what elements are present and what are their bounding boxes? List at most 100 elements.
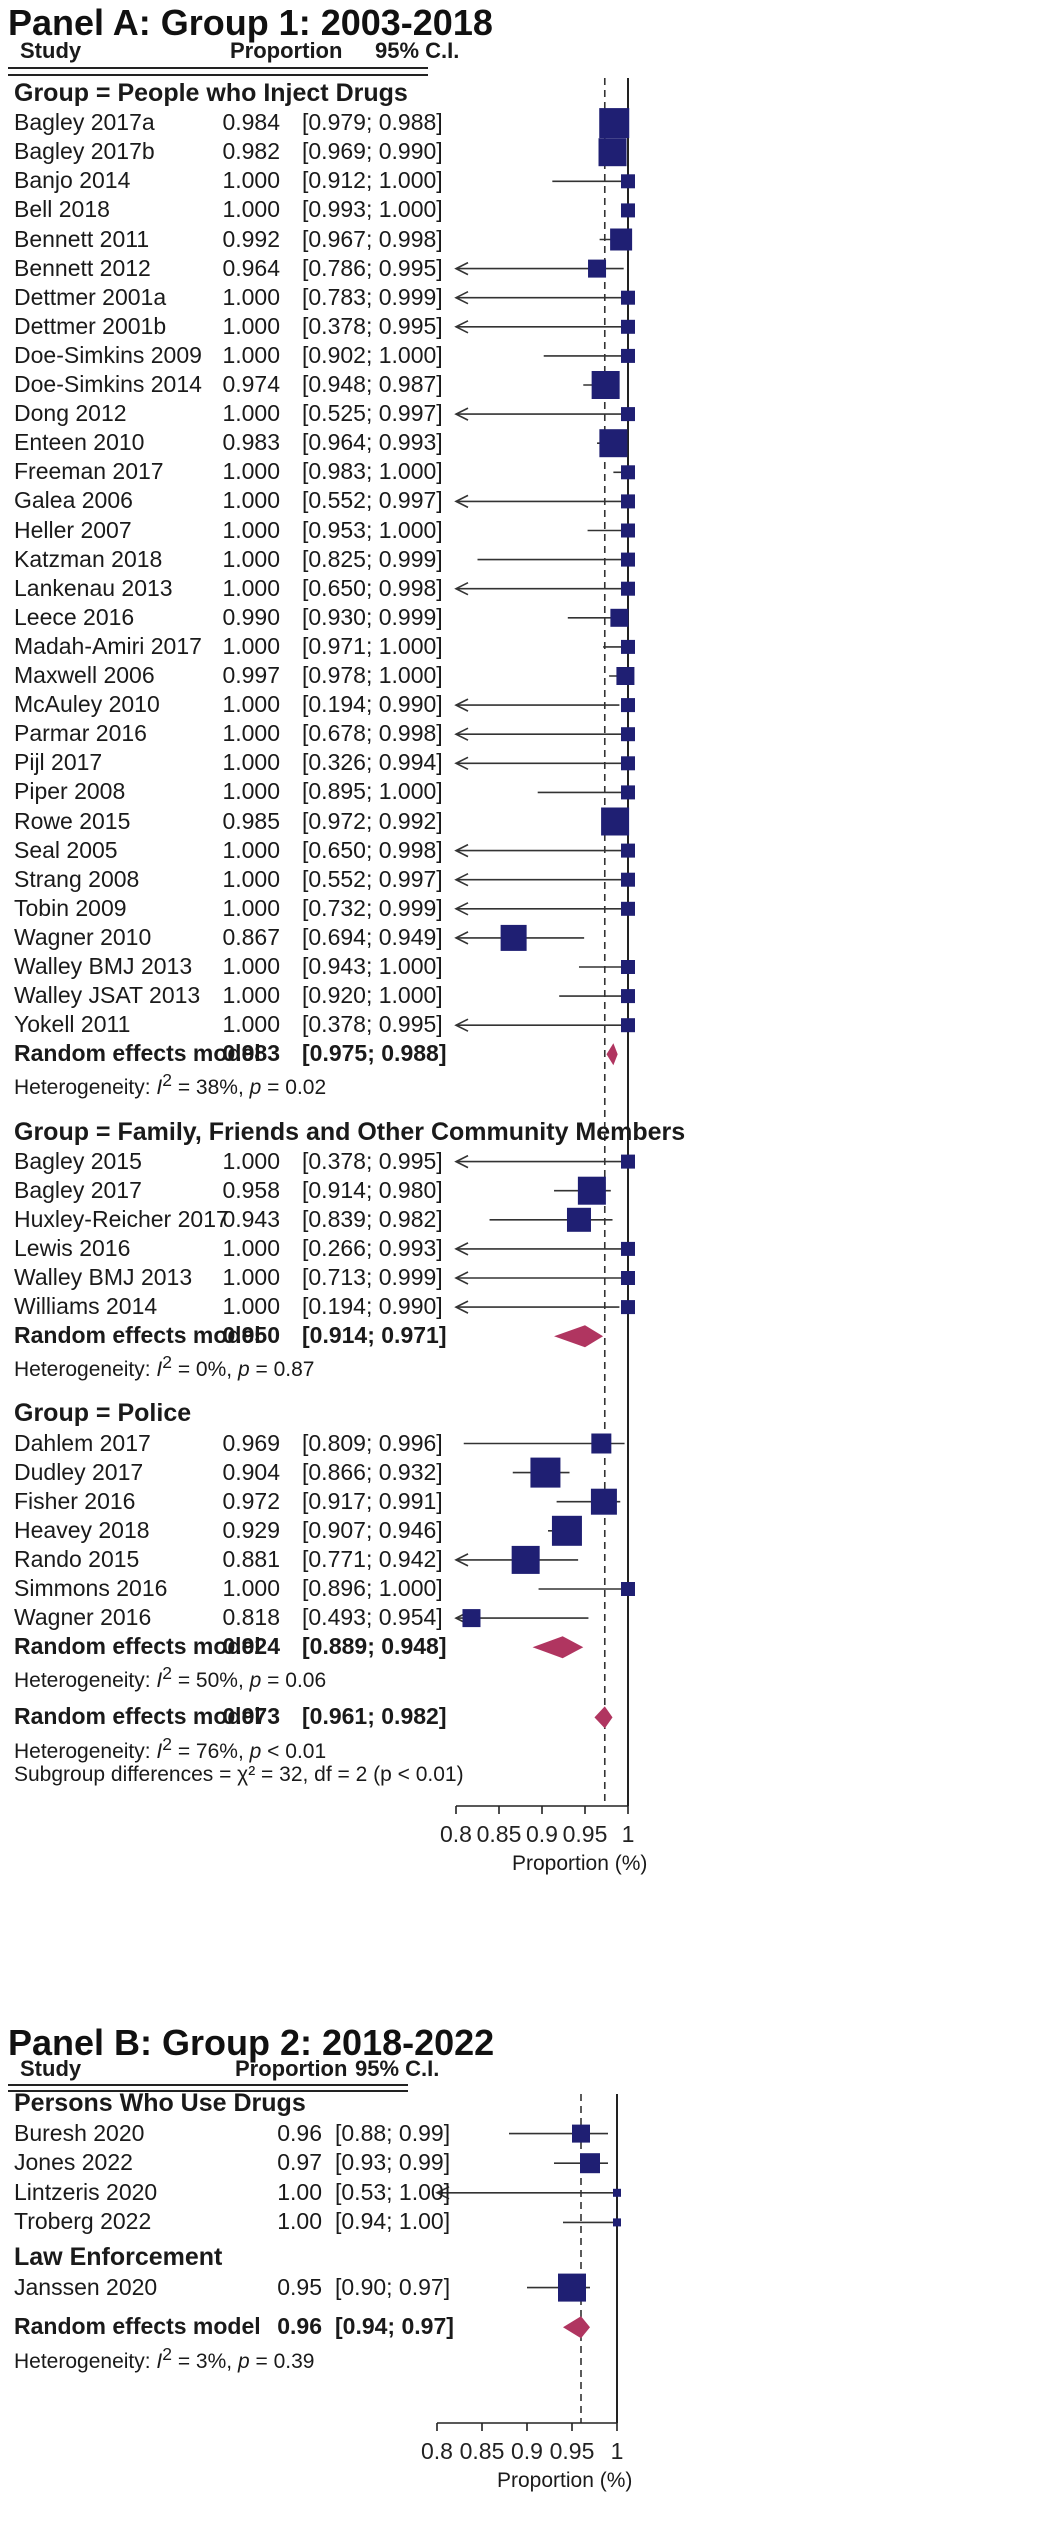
group-heading: Group = Police — [14, 1399, 192, 1428]
ci-arrow — [454, 698, 469, 712]
study-box — [558, 2273, 586, 2302]
study-box — [601, 807, 630, 836]
ci-arrow — [454, 1300, 469, 1314]
model-diamond — [532, 1636, 584, 1659]
study-name: Enteen 2010 — [14, 429, 145, 456]
study-estimate: 1.000 — [222, 632, 280, 659]
study-estimate: 1.000 — [222, 1011, 280, 1038]
study-box — [621, 348, 635, 363]
study-estimate: 0.943 — [222, 1205, 280, 1232]
study-ci: [0.896; 1.000] — [302, 1575, 443, 1601]
study-name: Bennett 2012 — [14, 254, 151, 281]
header-rule-bottom — [8, 74, 428, 76]
study-name: Jones 2022 — [14, 2149, 133, 2176]
study-name: Madah-Amiri 2017 — [14, 632, 202, 659]
study-box — [621, 1241, 635, 1256]
study-estimate: 1.00 — [277, 2178, 322, 2205]
study-box — [621, 639, 635, 654]
x-axis-label: Proportion (%) — [512, 1852, 648, 1875]
panel-title: Panel A: Group 1: 2003-2018 — [8, 2, 493, 43]
x-tick-label: 1 — [622, 1821, 635, 1847]
study-box — [621, 523, 635, 538]
study-box — [621, 174, 635, 189]
study-ci: [0.493; 0.954] — [302, 1604, 443, 1631]
study-name: Fisher 2016 — [14, 1487, 136, 1514]
model-estimate: 0.950 — [222, 1322, 280, 1349]
x-tick-label: 0.95 — [563, 1821, 608, 1847]
study-ci: [0.378; 0.995] — [302, 1011, 443, 1038]
study-ci: [0.94; 1.00] — [335, 2208, 451, 2235]
study-box — [462, 1609, 481, 1628]
model-diamond — [594, 1706, 613, 1729]
col-header-proportion: Proportion — [230, 38, 343, 63]
study-ci: [0.825; 0.999] — [302, 545, 443, 572]
study-ci: [0.912; 1.000] — [302, 167, 443, 194]
study-estimate: 0.972 — [222, 1487, 280, 1514]
study-name: Lintzeris 2020 — [14, 2178, 158, 2205]
study-ci: [0.964; 0.993] — [302, 429, 443, 456]
study-ci: [0.783; 0.999] — [302, 283, 443, 310]
study-estimate: 0.96 — [277, 2119, 322, 2146]
study-box — [621, 494, 635, 509]
study-estimate: 1.000 — [222, 341, 280, 368]
study-ci: [0.194; 0.990] — [302, 691, 443, 718]
study-box — [613, 2188, 621, 2197]
col-header-study: Study — [20, 38, 82, 63]
study-ci: [0.650; 0.998] — [302, 574, 443, 601]
header-rule-bottom — [8, 2090, 408, 2092]
study-ci: [0.969; 0.990] — [302, 138, 443, 165]
study-box — [621, 407, 635, 422]
study-ci: [0.93; 0.99] — [335, 2149, 451, 2176]
study-name: Banjo 2014 — [14, 167, 131, 194]
study-ci: [0.895; 1.000] — [302, 778, 443, 805]
x-tick-label: 0.8 — [421, 2438, 453, 2464]
study-box — [572, 2124, 590, 2143]
study-ci: [0.552; 0.997] — [302, 487, 443, 514]
col-header-study: Study — [20, 2056, 82, 2081]
study-estimate: 1.000 — [222, 283, 280, 310]
study-name: Tobin 2009 — [14, 894, 127, 921]
study-box — [621, 698, 635, 713]
model-ci: [0.889; 0.948] — [302, 1633, 447, 1660]
het-pvalue: = 0.39 — [249, 2349, 315, 2373]
study-ci: [0.378; 0.995] — [302, 312, 443, 339]
study-estimate: 1.000 — [222, 574, 280, 601]
forest-plot: 0.8 0.85 0.9 0.95 1 — [421, 2094, 623, 2464]
study-name: McAuley 2010 — [14, 691, 160, 718]
study-ci: [0.914; 0.980] — [302, 1176, 443, 1203]
study-box — [621, 203, 635, 218]
het-p: p — [237, 1358, 250, 1382]
study-name: Rando 2015 — [14, 1545, 140, 1572]
ci-arrow — [454, 931, 469, 945]
study-box — [616, 667, 635, 685]
study-box — [599, 108, 630, 139]
het-prefix: Heterogeneity: — [14, 1358, 157, 1382]
study-ci: [0.967; 0.998] — [302, 225, 443, 252]
study-name: Wagner 2016 — [14, 1604, 152, 1631]
study-ci: [0.993; 1.000] — [302, 196, 443, 223]
het-prefix: Heterogeneity: — [14, 1076, 157, 1100]
study-name: Williams 2014 — [14, 1293, 158, 1320]
study-name: Troberg 2022 — [14, 2208, 152, 2235]
study-box — [598, 138, 627, 167]
ci-arrow — [454, 494, 469, 509]
study-ci: [0.953; 1.000] — [302, 516, 443, 543]
group-heading: Persons Who Use Drugs — [14, 2089, 306, 2117]
model-estimate: 0.983 — [222, 1040, 280, 1067]
study-ci: [0.266; 0.993] — [302, 1234, 443, 1261]
ci-arrow — [454, 407, 469, 421]
study-name: Wagner 2010 — [14, 923, 152, 950]
study-name: Bell 2018 — [14, 196, 110, 223]
study-name: Maxwell 2006 — [14, 662, 155, 688]
study-ci: [0.943; 1.000] — [302, 953, 443, 979]
het-p: p — [249, 1739, 262, 1763]
study-ci: [0.866; 0.932] — [302, 1458, 443, 1485]
het-prefix: Heterogeneity: — [14, 1669, 157, 1693]
study-box — [588, 259, 607, 278]
study-box — [530, 1457, 561, 1488]
study-box — [621, 290, 635, 305]
study-name: Bennett 2011 — [14, 225, 150, 252]
study-name: Doe-Simkins 2009 — [14, 341, 202, 368]
het-i: I — [156, 1358, 163, 1382]
heterogeneity-text: Heterogeneity: I2 = 50%, p = 0.06 — [14, 1663, 327, 1693]
